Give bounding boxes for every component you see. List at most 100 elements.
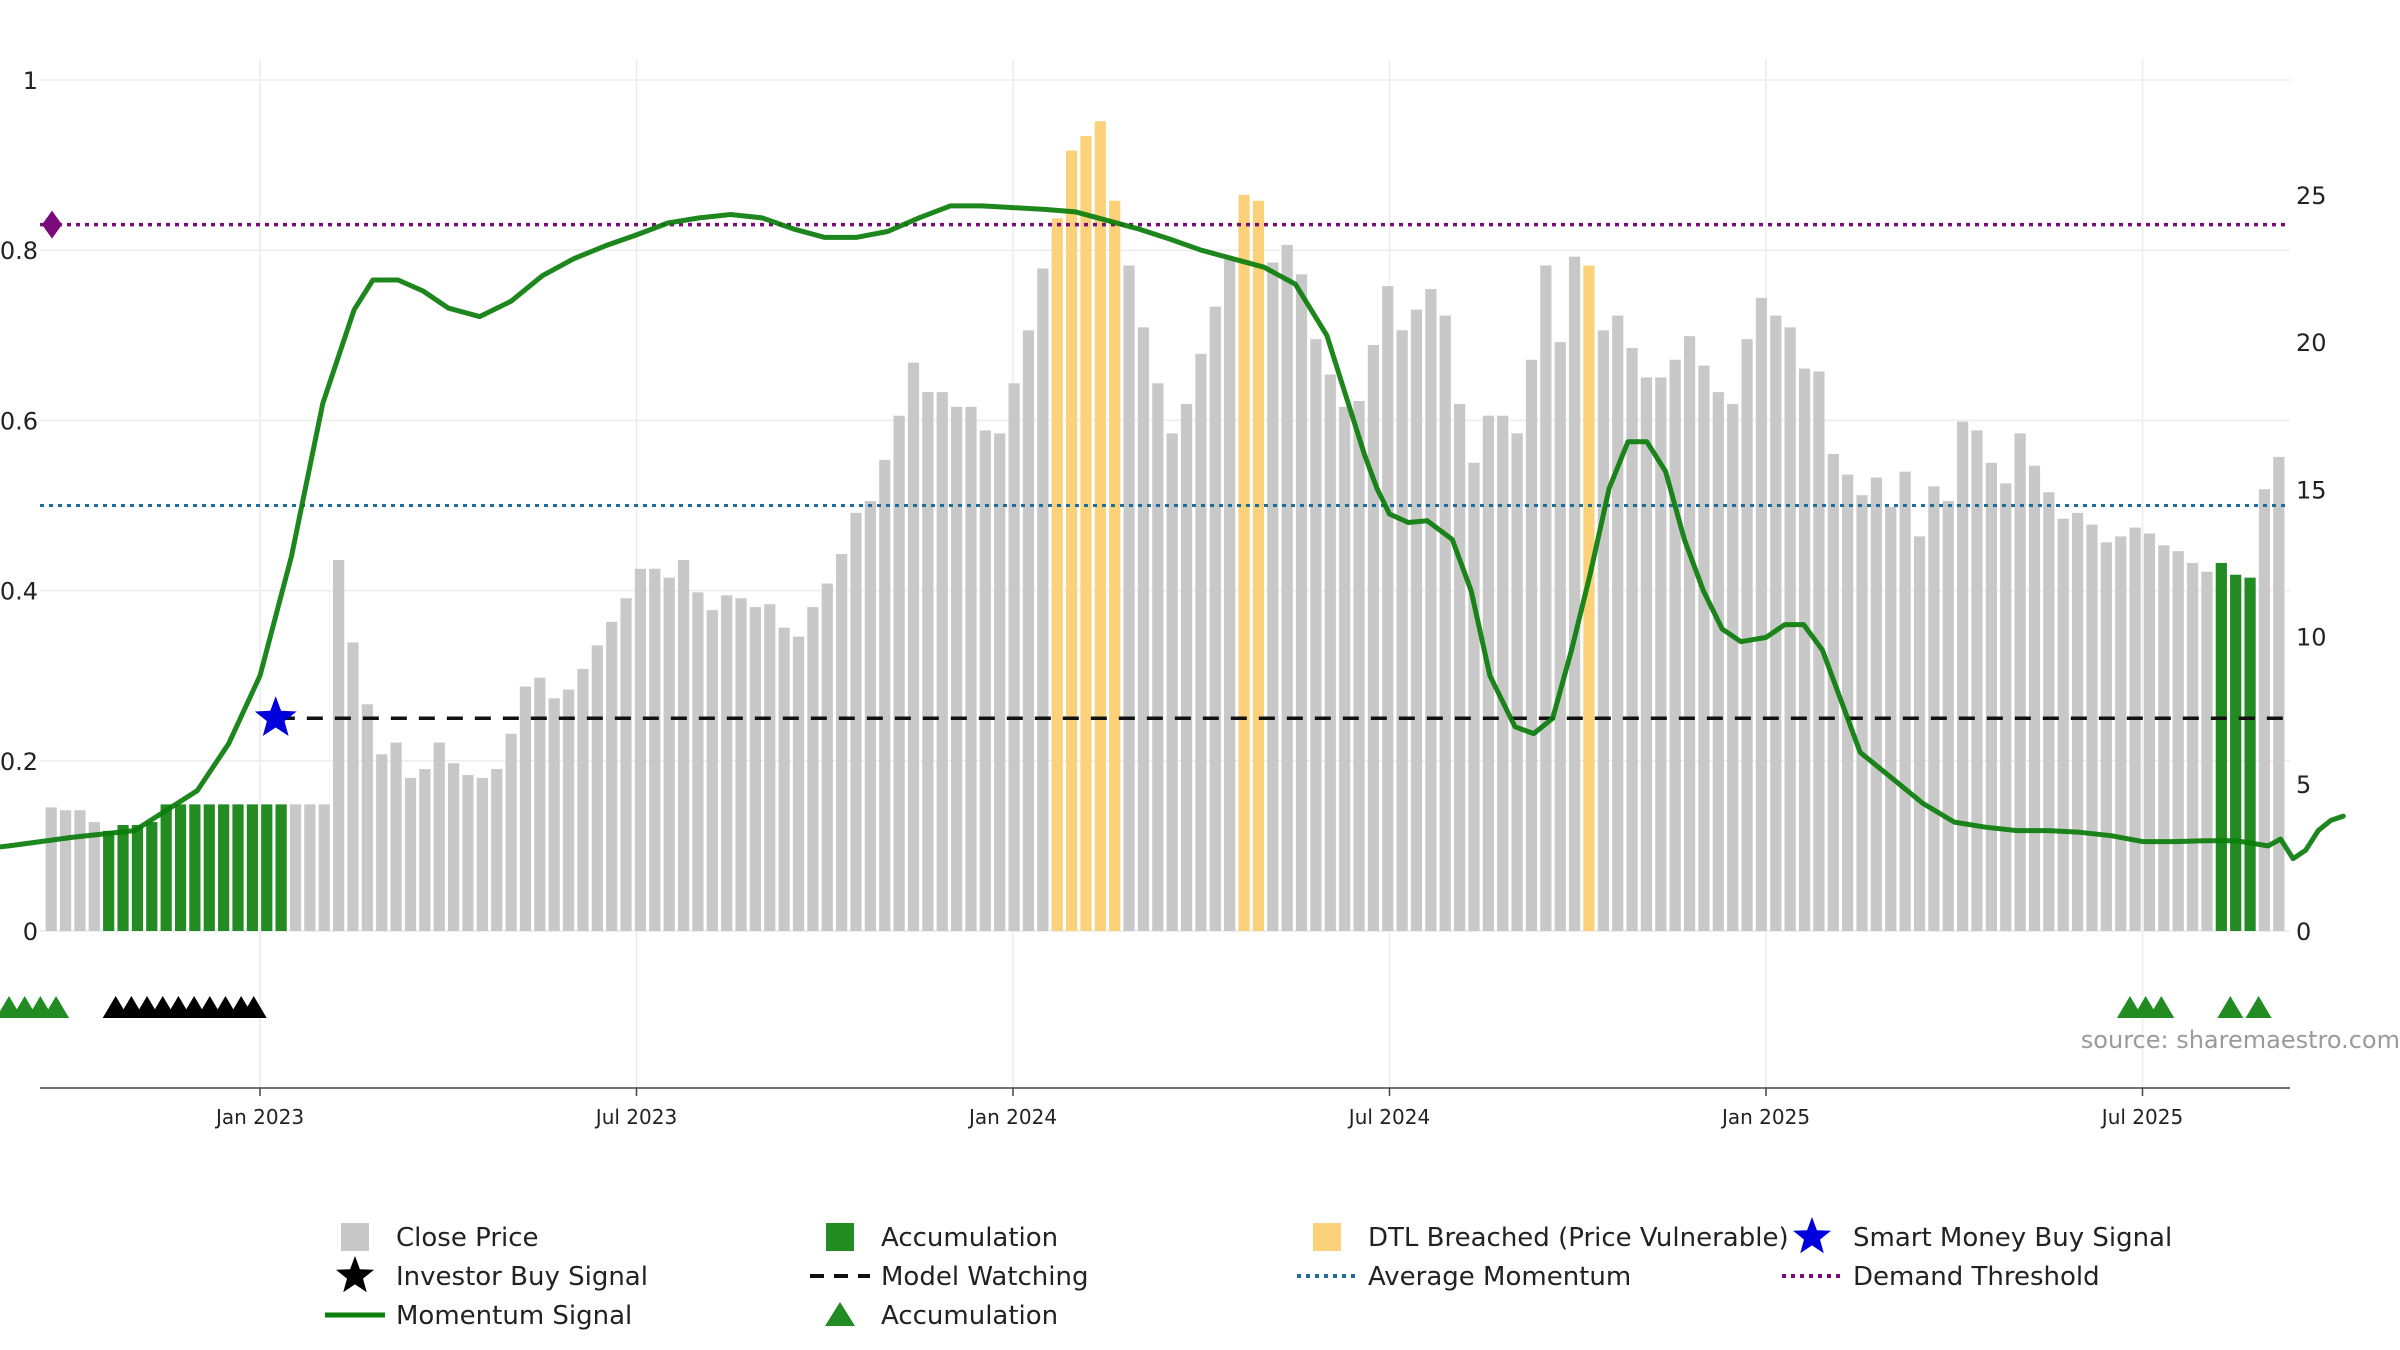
momentum-series xyxy=(0,203,2346,862)
accumulation-bar xyxy=(131,824,144,931)
legend-item-accumulation_triangle: Accumulation xyxy=(825,1301,1058,1331)
close-price-bar xyxy=(1410,309,1423,931)
close-price-bar xyxy=(721,595,733,931)
close-price-bar xyxy=(1813,371,1825,931)
accumulation-bar xyxy=(146,822,158,931)
close-price-bar xyxy=(2043,492,2055,931)
close-price-bar xyxy=(289,804,302,931)
close-price-bar xyxy=(663,577,675,931)
legend-label: Momentum Signal xyxy=(396,1301,632,1331)
close-price-bar xyxy=(548,698,560,931)
legend-label: Demand Threshold xyxy=(1853,1262,2100,1292)
close-price-bar xyxy=(591,645,603,931)
close-price-bar xyxy=(1554,342,1566,931)
close-price-bar xyxy=(1339,406,1351,932)
close-price-bar xyxy=(1827,453,1839,931)
dtl-breached-bar xyxy=(1051,218,1063,931)
legend-item-accumulation_bar: Accumulation xyxy=(826,1223,1058,1253)
close-price-bar xyxy=(1612,315,1624,931)
close-price-bar xyxy=(2172,551,2184,931)
close-price-bar xyxy=(376,754,388,931)
close-price-bar xyxy=(1224,259,1236,931)
close-price-bar xyxy=(1152,383,1164,931)
legend-item-smart_money: Smart Money Buy Signal xyxy=(1793,1217,2172,1254)
close-price-bar xyxy=(1425,289,1437,931)
source-label: source: sharemaestro.com xyxy=(2081,1026,2400,1054)
close-price-bar xyxy=(505,733,517,931)
close-price-bar xyxy=(1755,297,1768,931)
close-price-bar xyxy=(1123,265,1135,931)
close-price-bar xyxy=(1310,339,1322,931)
left-axis-tick-label: 0.8 xyxy=(0,237,38,265)
legend-swatch xyxy=(341,1223,369,1251)
close-price-bar xyxy=(404,777,417,931)
close-price-bar xyxy=(836,554,848,931)
close-price-bar xyxy=(792,636,805,931)
close-price-bar xyxy=(1655,377,1667,931)
close-price-bar xyxy=(2129,527,2141,931)
close-price-bar xyxy=(390,742,402,931)
dtl-breached-bar xyxy=(1583,265,1595,931)
close-price-bar xyxy=(1037,268,1049,932)
accumulation-bar xyxy=(189,804,201,931)
close-price-bar xyxy=(1367,345,1379,931)
close-price-bar xyxy=(1683,336,1696,931)
close-price-bar xyxy=(965,406,977,932)
close-price-bar xyxy=(1008,383,1020,931)
legend-triangle-icon xyxy=(825,1302,855,1326)
close-price-bar xyxy=(1497,415,1509,931)
right-axis-tick-label: 20 xyxy=(2296,329,2327,357)
close-price-bar xyxy=(764,604,776,931)
close-price-bar xyxy=(1382,286,1394,931)
demand-threshold-marker xyxy=(42,210,62,239)
right-axis-tick-label: 0 xyxy=(2296,918,2311,946)
close-price-bar xyxy=(476,777,488,931)
close-price-bar xyxy=(2072,512,2084,931)
right-axis-tick-label: 10 xyxy=(2296,624,2327,652)
left-axis-tick-label: 0 xyxy=(23,918,38,946)
close-price-bar xyxy=(1209,306,1221,931)
smart-money-buy-star xyxy=(254,696,297,736)
close-price-bar xyxy=(850,512,862,931)
close-price-bar xyxy=(2028,465,2041,931)
close-price-bar xyxy=(1640,377,1653,931)
dtl-breached-bar xyxy=(1080,135,1092,931)
signal-markers xyxy=(0,696,2272,1018)
close-price-bar xyxy=(735,598,747,931)
close-price-bar xyxy=(318,804,330,931)
close-price-bar xyxy=(491,769,503,931)
close-price-bar xyxy=(347,642,359,931)
close-price-bar xyxy=(1166,433,1178,931)
accumulation-bar xyxy=(117,824,129,931)
legend-item-investor: Investor Buy Signal xyxy=(336,1256,648,1293)
accumulation-bar xyxy=(174,804,187,931)
close-price-bar xyxy=(1525,359,1538,931)
close-price-bar xyxy=(304,804,316,931)
close-price-bar xyxy=(994,433,1006,931)
close-price-bar xyxy=(2186,562,2199,931)
close-price-bar xyxy=(821,583,833,931)
legend-star-icon xyxy=(336,1256,374,1293)
close-price-bar xyxy=(1295,274,1308,932)
close-price-bar xyxy=(1195,353,1207,932)
close-price-bar xyxy=(74,810,86,931)
close-price-bar xyxy=(864,501,876,931)
close-price-bar xyxy=(1942,501,1954,931)
close-price-bar xyxy=(1957,421,1969,931)
close-price-bar xyxy=(462,774,474,931)
close-price-bar xyxy=(677,559,690,931)
close-price-bar xyxy=(1985,462,1997,931)
x-axis-tick-label: Jan 2024 xyxy=(967,1105,1057,1129)
legend-star-icon xyxy=(1793,1217,1831,1254)
left-axis-tick-label: 0.6 xyxy=(0,407,38,435)
close-price-bar xyxy=(1971,430,1983,931)
close-price-bar xyxy=(620,598,632,931)
close-price-bar xyxy=(419,769,431,931)
x-axis-tick-label: Jul 2024 xyxy=(1347,1105,1430,1129)
close-price-bar xyxy=(45,807,57,931)
x-axis-tick-label: Jan 2025 xyxy=(1720,1105,1810,1129)
left-axis-tick-label: 0.2 xyxy=(0,748,38,776)
legend-swatch xyxy=(826,1223,854,1251)
x-axis-tick-label: Jul 2023 xyxy=(594,1105,677,1129)
